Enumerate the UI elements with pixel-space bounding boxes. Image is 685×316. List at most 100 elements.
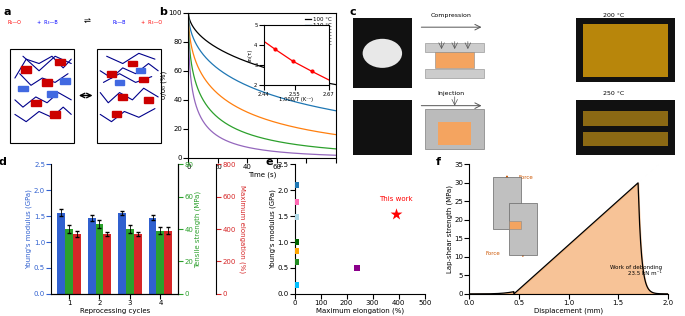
- Bar: [55, 59, 65, 65]
- 110 °C: [332, 109, 340, 112]
- 100 °C: [222, 51, 230, 55]
- 140 °C: [222, 139, 230, 143]
- Bar: [139, 76, 148, 82]
- Legend: 100 °C, 110 °C, 120 °C, 130 °C, 140 °C: 100 °C, 110 °C, 120 °C, 130 °C, 140 °C: [303, 15, 333, 47]
- 120 °C: [283, 124, 291, 127]
- Y-axis label: σ/σ₀ (%): σ/σ₀ (%): [161, 71, 167, 100]
- 130 °C: [251, 134, 259, 138]
- FancyBboxPatch shape: [583, 132, 669, 146]
- Text: d: d: [0, 156, 6, 167]
- FancyBboxPatch shape: [509, 203, 537, 255]
- Text: c: c: [349, 7, 356, 17]
- FancyBboxPatch shape: [425, 69, 484, 78]
- 100 °C: [210, 45, 219, 48]
- 120 °C: [251, 113, 259, 117]
- 110 °C: [210, 64, 219, 68]
- FancyBboxPatch shape: [583, 24, 669, 76]
- Point: [290, 282, 301, 287]
- 110 °C: [271, 94, 279, 98]
- Bar: [57, 213, 65, 294]
- Line: 130 °C: 130 °C: [188, 13, 336, 149]
- 100 °C: [283, 72, 291, 76]
- X-axis label: 1,000/T (K⁻¹): 1,000/T (K⁻¹): [279, 97, 313, 101]
- Line: 140 °C: 140 °C: [188, 13, 336, 155]
- 130 °C: [271, 139, 279, 143]
- Bar: [60, 78, 70, 83]
- FancyBboxPatch shape: [425, 109, 484, 149]
- Bar: [31, 100, 40, 106]
- Bar: [119, 94, 127, 100]
- 120 °C: [271, 120, 279, 124]
- 110 °C: [283, 98, 291, 101]
- FancyBboxPatch shape: [576, 18, 675, 82]
- FancyBboxPatch shape: [493, 177, 521, 229]
- FancyBboxPatch shape: [509, 221, 521, 229]
- Line: 100 °C: 100 °C: [188, 13, 336, 85]
- 100 °C: [251, 63, 259, 66]
- Y-axis label: ln(τ): ln(τ): [248, 49, 253, 62]
- FancyBboxPatch shape: [435, 52, 475, 68]
- Text: +  R₃—B: + R₃—B: [37, 20, 58, 25]
- 130 °C: [222, 122, 230, 125]
- 110 °C: [251, 87, 259, 91]
- Text: +  R₃—O: + R₃—O: [141, 20, 162, 25]
- Bar: [103, 234, 112, 294]
- Bar: [21, 66, 31, 73]
- 120 °C: [184, 11, 192, 15]
- Bar: [118, 213, 126, 294]
- Y-axis label: Lap-shear strength (MPa): Lap-shear strength (MPa): [446, 185, 453, 273]
- Text: 250 °C: 250 °C: [603, 92, 624, 96]
- FancyBboxPatch shape: [583, 112, 669, 126]
- Point: [290, 240, 301, 245]
- FancyBboxPatch shape: [425, 43, 484, 52]
- 130 °C: [332, 147, 340, 151]
- X-axis label: Maximum elongation (%): Maximum elongation (%): [316, 307, 403, 314]
- 110 °C: [295, 101, 303, 105]
- Text: f: f: [436, 156, 440, 167]
- 100 °C: [271, 69, 279, 73]
- X-axis label: Displacement (mm): Displacement (mm): [534, 307, 603, 314]
- 140 °C: [295, 152, 303, 155]
- FancyBboxPatch shape: [353, 100, 412, 155]
- Point: [351, 265, 362, 270]
- Y-axis label: Young's modulus (GPa): Young's modulus (GPa): [26, 189, 32, 269]
- Point: [290, 259, 301, 264]
- Bar: [149, 218, 156, 294]
- Text: Compression: Compression: [431, 13, 472, 18]
- X-axis label: Reprocessing cycles: Reprocessing cycles: [79, 307, 150, 313]
- FancyBboxPatch shape: [576, 100, 675, 155]
- 140 °C: [332, 153, 340, 157]
- Text: a: a: [3, 7, 11, 17]
- 120 °C: [222, 99, 230, 102]
- Bar: [42, 79, 52, 86]
- Text: Work of debonding
23.5 kN m⁻¹: Work of debonding 23.5 kN m⁻¹: [610, 265, 662, 276]
- Text: This work: This work: [379, 196, 413, 202]
- Text: b: b: [159, 7, 166, 17]
- Bar: [47, 91, 57, 97]
- Bar: [134, 234, 142, 294]
- Bar: [18, 86, 28, 91]
- 120 °C: [295, 126, 303, 130]
- Bar: [73, 234, 81, 294]
- 100 °C: [295, 75, 303, 79]
- 130 °C: [295, 143, 303, 147]
- Bar: [88, 218, 95, 294]
- 110 °C: [222, 73, 230, 76]
- Bar: [50, 111, 60, 118]
- Text: Force: Force: [519, 175, 534, 180]
- 140 °C: [271, 149, 279, 153]
- Line: 110 °C: 110 °C: [188, 13, 336, 111]
- Bar: [164, 231, 173, 294]
- 140 °C: [184, 11, 192, 15]
- Bar: [65, 229, 73, 294]
- 120 °C: [210, 89, 219, 93]
- 140 °C: [210, 132, 219, 136]
- Bar: [128, 61, 137, 66]
- 110 °C: [184, 11, 192, 15]
- Text: Injection: Injection: [438, 92, 465, 96]
- Y-axis label: Tensile strength (MPa): Tensile strength (MPa): [195, 191, 201, 268]
- 130 °C: [283, 141, 291, 145]
- Bar: [136, 69, 145, 73]
- 140 °C: [283, 151, 291, 155]
- Text: ⇌: ⇌: [84, 17, 91, 26]
